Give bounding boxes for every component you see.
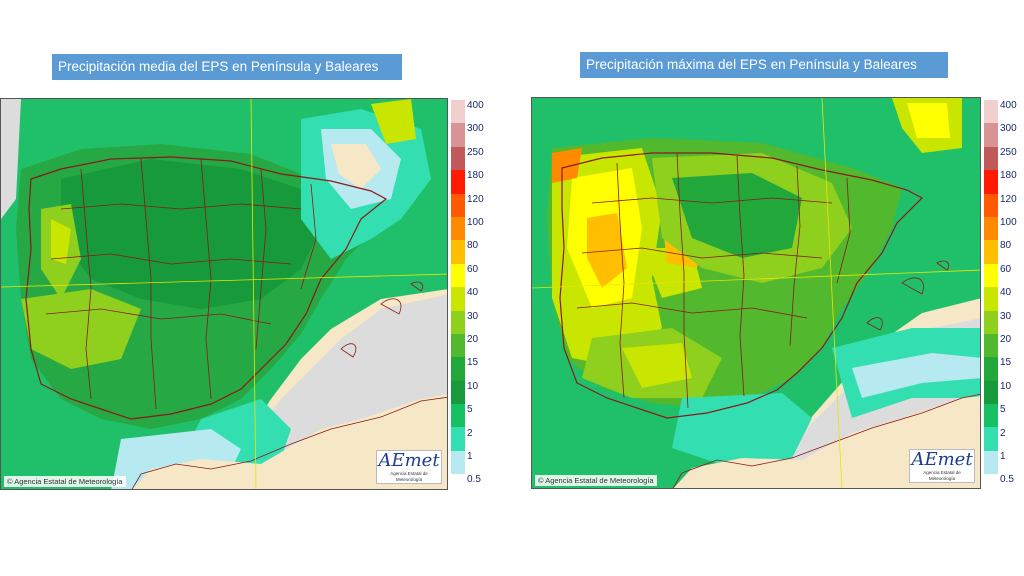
legend-swatch — [984, 123, 998, 147]
legend-label: 1 — [467, 451, 473, 462]
legend-label: 40 — [1000, 287, 1012, 299]
legend-label: 5 — [1000, 404, 1006, 416]
legend-swatch — [984, 263, 998, 288]
legend-label: 100 — [1000, 217, 1017, 228]
legend-swatch — [451, 123, 465, 147]
legend-label: 180 — [467, 170, 484, 182]
legend-swatch — [451, 357, 465, 381]
legend-swatch — [451, 474, 465, 498]
legend-label: 10 — [1000, 380, 1012, 392]
legend-label: 100 — [467, 217, 484, 228]
legend-swatch — [451, 240, 465, 264]
legend-label: 250 — [1000, 146, 1017, 158]
legend-label: 300 — [467, 123, 484, 135]
legend-label: 0.5 — [467, 474, 481, 486]
legend-label: 60 — [467, 263, 479, 275]
legend-swatch — [451, 380, 465, 405]
legend-swatch — [451, 100, 465, 124]
legend-swatch — [984, 357, 998, 381]
legend-swatch — [984, 450, 998, 475]
aemet-logo-maxima: AEmet Agencia Estatal de Meteorología — [909, 449, 975, 483]
legend-label: 40 — [467, 287, 479, 299]
legend-label: 10 — [467, 380, 479, 392]
legend-label: 80 — [1000, 240, 1012, 252]
legend-label: 300 — [1000, 123, 1017, 135]
legend-swatch — [984, 404, 998, 428]
legend-label: 60 — [1000, 263, 1012, 275]
legend-label: 30 — [467, 310, 479, 322]
legend-label: 80 — [467, 240, 479, 252]
legend-label: 400 — [467, 100, 484, 111]
legend-label: 2 — [1000, 427, 1006, 439]
legend-label: 2 — [467, 427, 473, 439]
legend-label: 15 — [467, 357, 479, 369]
legend-label: 30 — [1000, 310, 1012, 322]
legend-swatch — [451, 193, 465, 217]
legend-swatch — [984, 170, 998, 194]
legend-swatch — [984, 310, 998, 334]
legend-label: 250 — [467, 146, 484, 158]
map-maxima: © Agencia Estatal de Meteorología AEmet … — [531, 97, 981, 489]
legend-label: 120 — [1000, 193, 1017, 205]
title-media: Precipitación media del EPS en Península… — [52, 54, 402, 80]
legend-swatch — [451, 427, 465, 451]
legend-swatch — [451, 263, 465, 288]
legend-swatch — [984, 240, 998, 264]
legend-media — [451, 100, 465, 498]
legend-label: 5 — [467, 404, 473, 416]
aemet-logo-media: AEmet Agencia Estatal de Meteorología — [376, 450, 442, 484]
legend-swatch — [984, 380, 998, 405]
legend-swatch — [451, 170, 465, 194]
legend-swatch — [984, 474, 998, 498]
legend-label: 15 — [1000, 357, 1012, 369]
legend-label: 180 — [1000, 170, 1017, 182]
legend-swatch — [451, 404, 465, 428]
legend-label: 400 — [1000, 100, 1017, 111]
legend-label: 20 — [1000, 334, 1012, 345]
legend-label: 1 — [1000, 451, 1006, 462]
legend-swatch — [984, 100, 998, 124]
credit-media: © Agencia Estatal de Meteorología — [4, 476, 126, 487]
legend-swatch — [984, 333, 998, 358]
legend-maxima — [984, 100, 998, 498]
legend-swatch — [451, 450, 465, 475]
legend-swatch — [984, 146, 998, 171]
legend-swatch — [984, 216, 998, 241]
legend-swatch — [984, 287, 998, 311]
legend-label: 0.5 — [1000, 474, 1014, 486]
legend-swatch — [984, 193, 998, 217]
precipitation-map-media — [1, 99, 447, 489]
legend-label: 120 — [467, 193, 484, 205]
legend-swatch — [984, 427, 998, 451]
legend-swatch — [451, 333, 465, 358]
legend-swatch — [451, 287, 465, 311]
legend-swatch — [451, 146, 465, 171]
map-media: © Agencia Estatal de Meteorología AEmet … — [0, 98, 448, 490]
precipitation-map-maxima — [532, 98, 980, 488]
legend-swatch — [451, 216, 465, 241]
legend-swatch — [451, 310, 465, 334]
credit-maxima: © Agencia Estatal de Meteorología — [535, 475, 657, 486]
legend-label: 20 — [467, 334, 479, 345]
title-maxima: Precipitación máxima del EPS en Penínsul… — [580, 52, 948, 78]
